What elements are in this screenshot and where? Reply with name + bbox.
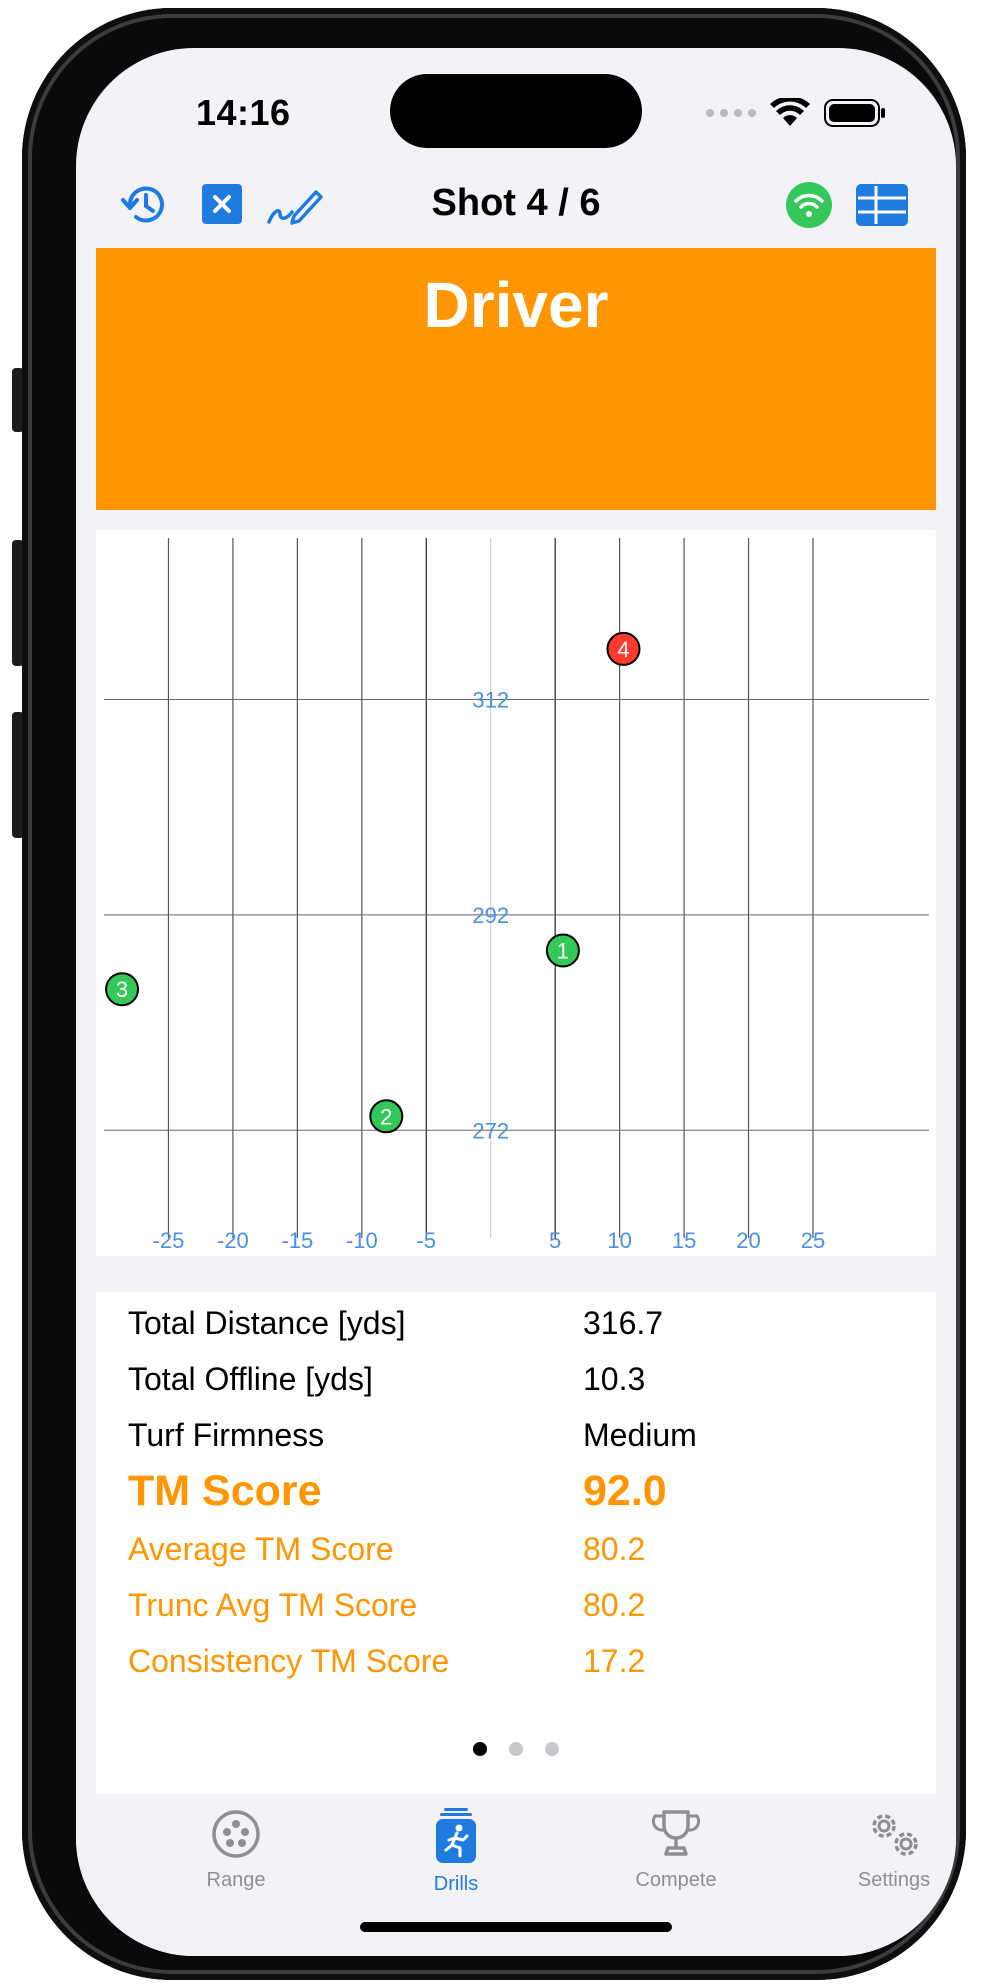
club-name: Driver [423, 269, 609, 341]
status-icons [706, 98, 886, 128]
tab-label: Range [206, 1869, 266, 1891]
stat-row: Trunc Avg TM Score 80.2 [128, 1580, 916, 1630]
x-tick-label: 15 [672, 1228, 696, 1253]
stat-label: Total Distance [yds] [128, 1304, 406, 1341]
x-tick-label: -15 [281, 1228, 313, 1253]
volume-down-button [12, 712, 24, 838]
dynamic-island [390, 74, 642, 148]
shot-point-label: 3 [116, 977, 128, 1002]
x-tick-label: -25 [153, 1228, 185, 1253]
battery-icon [824, 99, 885, 127]
stat-value: 316.7 [583, 1304, 664, 1341]
x-tick-label: -20 [217, 1228, 249, 1253]
stat-value: 92.0 [583, 1466, 667, 1515]
shot-point [545, 933, 580, 968]
shot-stats-card: Total Distance [yds] 316.7 Total Offline [… [96, 1292, 936, 1794]
stat-label: Average TM Score [128, 1530, 394, 1567]
club-banner: Driver [96, 248, 936, 510]
stat-row: Turf Firmness Medium [128, 1410, 916, 1460]
tab-bar: Range Drills Compete [76, 1794, 956, 1956]
stat-label: TM Score [128, 1466, 322, 1515]
range-icon [212, 1810, 260, 1858]
x-tick-label: 25 [801, 1228, 825, 1253]
shot-point-label: 4 [617, 637, 629, 662]
wifi-connected-icon[interactable] [786, 182, 832, 228]
stat-row: Average TM Score 80.2 [128, 1524, 916, 1574]
stat-row: Consistency TM Score 17.2 [128, 1636, 916, 1686]
nav-bar: Shot 4 / 6 [76, 166, 956, 244]
stat-label: Consistency TM Score [128, 1642, 450, 1679]
shot-point-label: 1 [557, 938, 569, 963]
stat-label: Total Offline [yds] [128, 1360, 373, 1397]
y-tick-label: 292 [472, 903, 509, 928]
edit-pencil-icon[interactable] [266, 180, 324, 230]
dispersion-chart-svg: 312 292 272 -25 -20 -15 -10 -5 5 10 15 20 25 1 2 3 4 [104, 538, 929, 1253]
tab-label: Compete [635, 1869, 717, 1891]
close-square-icon[interactable] [202, 184, 242, 224]
x-tick-label: -10 [346, 1228, 378, 1253]
tab-label: Drills [433, 1873, 479, 1895]
y-tick-label: 272 [472, 1118, 509, 1143]
stat-row: Total Distance [yds] 316.7 [128, 1298, 916, 1348]
x-tick-label: 20 [736, 1228, 760, 1253]
table-icon[interactable] [856, 184, 908, 226]
stat-value: 17.2 [583, 1642, 646, 1679]
trophy-icon [651, 1810, 701, 1856]
wifi-status-icon [770, 98, 810, 126]
stat-value: 80.2 [583, 1586, 646, 1623]
page-dot[interactable] [473, 1742, 487, 1756]
gears-icon [872, 1814, 918, 1856]
volume-up-button [12, 540, 24, 666]
x-tick-label: 10 [607, 1228, 631, 1253]
x-tick-label: -5 [416, 1228, 436, 1253]
stat-value: 80.2 [583, 1530, 646, 1567]
cellular-dots-icon [706, 109, 756, 117]
phone-frame: 14:16 [22, 8, 966, 1980]
status-time: 14:16 [196, 92, 291, 133]
stat-label: Trunc Avg TM Score [128, 1586, 418, 1623]
shot-point [105, 972, 140, 1007]
tab-range[interactable]: Range [146, 1808, 326, 1892]
shot-point-label: 2 [380, 1104, 392, 1129]
page-dot[interactable] [545, 1742, 559, 1756]
stat-label: Turf Firmness [128, 1416, 325, 1453]
tab-drills[interactable]: Drills [366, 1808, 546, 1896]
home-indicator[interactable] [360, 1922, 672, 1932]
shot-point [606, 631, 641, 666]
stat-row: Total Offline [yds] 10.3 [128, 1354, 916, 1404]
drills-icon [436, 1808, 476, 1863]
x-tick-label: 5 [549, 1228, 561, 1253]
mute-switch [12, 368, 24, 432]
page-dot[interactable] [509, 1742, 523, 1756]
shot-point [369, 1099, 404, 1134]
tab-label: Settings [857, 1869, 931, 1891]
page-indicator[interactable] [96, 1742, 936, 1756]
nav-title: Shot 4 / 6 [431, 182, 601, 224]
stat-row: TM Score 92.0 [128, 1466, 916, 1516]
dispersion-chart: 312 292 272 -25 -20 -15 -10 -5 5 10 15 20 25 1 2 3 4 [96, 530, 936, 1256]
history-icon[interactable] [120, 180, 170, 230]
tab-settings[interactable]: Settings [804, 1808, 956, 1892]
tab-compete[interactable]: Compete [586, 1808, 766, 1892]
y-tick-label: 312 [472, 688, 509, 713]
screen: 14:16 [76, 48, 956, 1956]
stat-value: Medium [583, 1416, 697, 1453]
stat-value: 10.3 [583, 1360, 646, 1397]
